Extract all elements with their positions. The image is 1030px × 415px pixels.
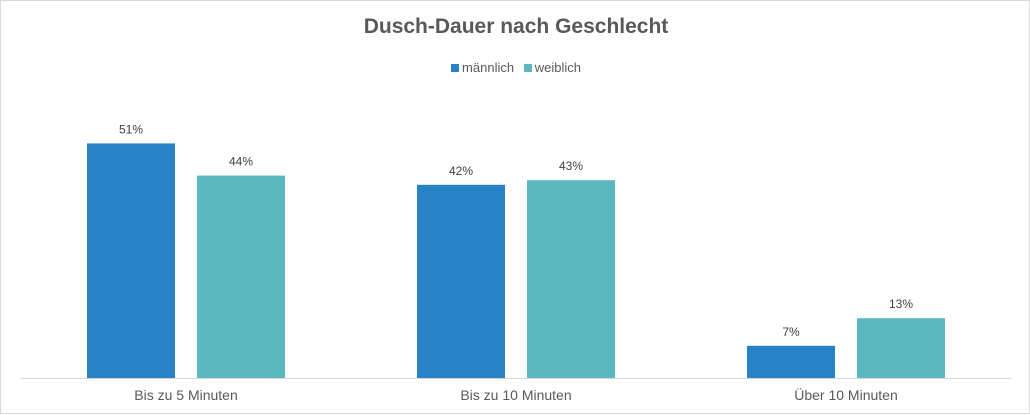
data-label-weiblich-0: 44% bbox=[229, 155, 253, 169]
legend-item-maennlich: männlich bbox=[451, 60, 514, 75]
bar-männlich-0 bbox=[87, 143, 175, 378]
bar-weiblich-0 bbox=[197, 175, 285, 378]
chart-legend: männlich weiblich bbox=[1, 60, 1030, 75]
data-label-weiblich-2: 13% bbox=[889, 297, 913, 311]
chart-title: Dusch-Dauer nach Geschlecht bbox=[363, 15, 669, 38]
category-tick-label-2: Über 10 Minuten bbox=[794, 386, 898, 403]
legend-swatch-maennlich bbox=[451, 64, 460, 72]
legend-item-weiblich: weiblich bbox=[523, 60, 581, 75]
category-tick-label-1: Bis zu 10 Minuten bbox=[460, 387, 571, 403]
bar-weiblich-1 bbox=[527, 180, 615, 378]
legend-label-weiblich: weiblich bbox=[534, 60, 581, 75]
bar-weiblich-2 bbox=[857, 318, 945, 378]
data-label-männlich-0: 51% bbox=[119, 122, 143, 136]
legend-swatch-weiblich bbox=[523, 64, 532, 72]
data-label-männlich-2: 7% bbox=[782, 325, 800, 339]
bar-männlich-1 bbox=[417, 184, 505, 378]
data-label-weiblich-1: 43% bbox=[559, 159, 583, 173]
data-label-männlich-1: 42% bbox=[449, 164, 473, 178]
bar-männlich-2 bbox=[747, 345, 835, 378]
category-tick-label-0: Bis zu 5 Minuten bbox=[134, 387, 238, 403]
legend-label-maennlich: männlich bbox=[462, 60, 515, 75]
